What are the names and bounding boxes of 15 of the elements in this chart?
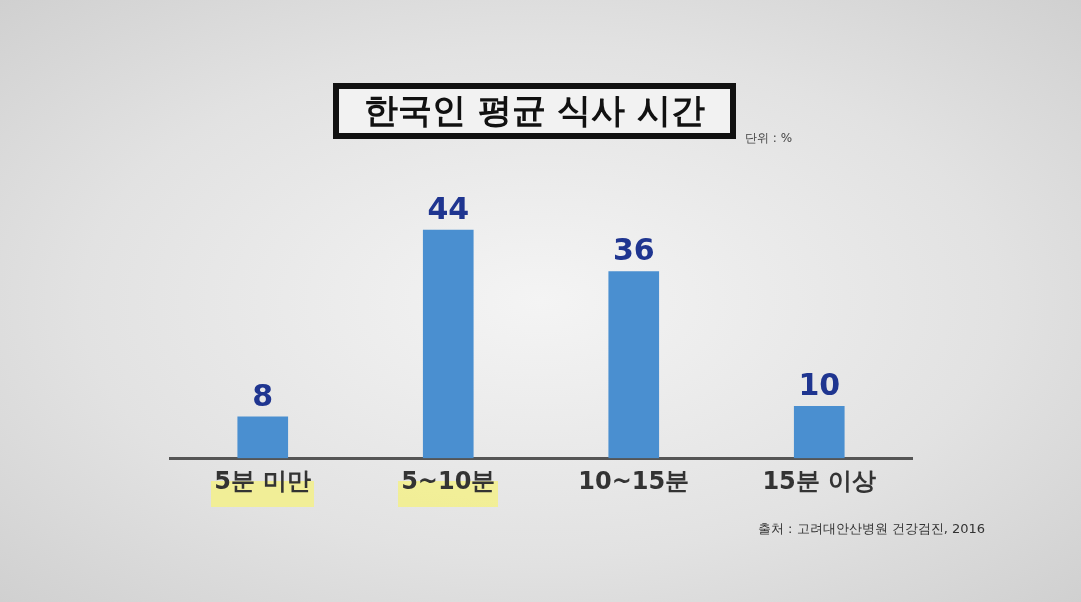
- data-label: 44: [427, 190, 470, 226]
- chart-subtitle: 단위 : %: [745, 130, 793, 147]
- source-note: 출처 : 고려대안산병원 건강검진, 2016: [757, 520, 985, 538]
- data-label: 10: [798, 367, 841, 403]
- x-tick-label: 10~15분: [578, 466, 690, 495]
- x-tick-label: 5~10분: [401, 466, 496, 495]
- bar: [793, 406, 845, 459]
- bar: [608, 271, 660, 459]
- x-tick-label: 5분 미만: [214, 466, 312, 495]
- chart-title: 한국인 평균 식사 시간: [333, 83, 736, 139]
- bar: [422, 229, 474, 459]
- data-label: 36: [612, 232, 655, 268]
- x-tick-label: 15분 이상: [762, 466, 877, 495]
- bar: [237, 416, 289, 459]
- data-label: 8: [252, 377, 274, 413]
